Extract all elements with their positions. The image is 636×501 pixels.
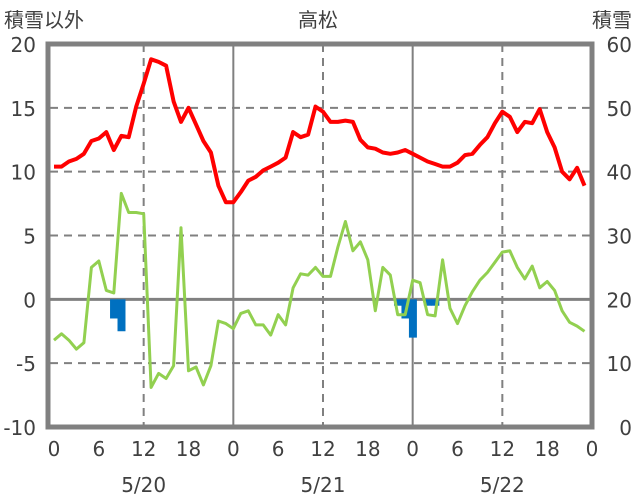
bar-blue: [117, 299, 126, 332]
grid: [50, 44, 592, 427]
bar-blue: [110, 299, 119, 319]
x-tick-label: 18: [355, 437, 380, 461]
right-tick-label: 30: [607, 225, 632, 249]
left-tick-label: -10: [3, 416, 36, 440]
bar-blue: [393, 299, 402, 306]
line-green: [53, 191, 586, 389]
left-tick-label: 15: [11, 97, 36, 121]
x-tick-label: 12: [310, 437, 335, 461]
x-tick-label: 6: [451, 437, 464, 461]
line-series: [53, 57, 587, 389]
chart-title: 高松: [298, 8, 338, 32]
x-tick-label: 18: [176, 437, 201, 461]
right-tick-label: 0: [619, 416, 632, 440]
left-tick-label: 0: [23, 288, 36, 312]
x-tick-label: 18: [534, 437, 559, 461]
x-tick-label: 6: [92, 437, 105, 461]
x-tick-label: 0: [586, 437, 599, 461]
x-tick-label: 12: [131, 437, 156, 461]
bar-blue: [423, 299, 432, 306]
left-tick-label: 5: [23, 225, 36, 249]
right-tick-label: 50: [607, 97, 632, 121]
bar-blue: [408, 299, 417, 338]
left-tick-label: 20: [11, 33, 36, 57]
bar-series: [110, 299, 440, 338]
right-tick-label: 60: [607, 33, 632, 57]
right-tick-label: 20: [607, 288, 632, 312]
x-tick-label: 12: [490, 437, 515, 461]
x-tick-label: 0: [227, 437, 240, 461]
left-axis-label: 積雪以外: [4, 8, 84, 32]
x-tick-label: 0: [406, 437, 419, 461]
right-tick-label: 40: [607, 161, 632, 185]
line-red: [54, 57, 587, 205]
right-tick-label: 10: [607, 352, 632, 376]
date-label: 5/22: [480, 473, 525, 497]
x-tick-label: 0: [48, 437, 61, 461]
date-label: 5/20: [121, 473, 166, 497]
x-tick-label: 6: [272, 437, 285, 461]
left-tick-label: 10: [11, 161, 36, 185]
left-tick-label: -5: [16, 352, 36, 376]
date-label: 5/21: [301, 473, 346, 497]
bar-blue: [431, 299, 440, 306]
right-axis-label: 積雪: [592, 8, 632, 32]
plot-border: [45, 41, 595, 430]
